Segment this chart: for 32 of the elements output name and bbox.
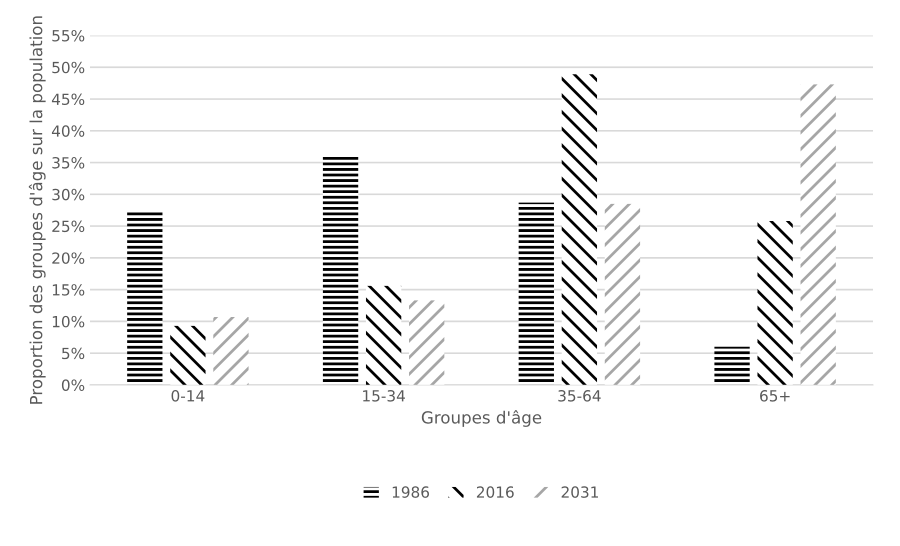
y-tick-label: 25%: [52, 220, 84, 232]
y-tick-label: 5%: [62, 348, 84, 360]
x-axis-title: Groupes d'âge: [422, 410, 542, 427]
y-tick-label: 30%: [52, 188, 84, 200]
y-tick-label: 10%: [52, 316, 84, 328]
y-tick-label: 0%: [62, 379, 84, 391]
legend-label: 2031: [562, 486, 598, 498]
y-tick-label: 40%: [52, 125, 84, 137]
x-tick-label: 35-64: [558, 390, 601, 402]
y-tick-label: 20%: [52, 252, 84, 264]
bar: [170, 326, 206, 385]
bar: [409, 300, 444, 385]
x-tick-label: 0-14: [172, 390, 204, 402]
bar: [757, 221, 793, 385]
y-tick-label: 15%: [52, 284, 84, 296]
bar: [800, 84, 836, 385]
y-tick-label: 50%: [52, 62, 84, 74]
bar: [322, 156, 358, 385]
y-tick-label: 45%: [52, 93, 84, 106]
y-axis-title: Proportion des groupes d'âge sur la population: [28, 16, 46, 404]
legend-label: 2016: [476, 486, 514, 498]
legend-label: 1986: [392, 486, 430, 498]
x-tick-label: 65+: [760, 390, 790, 402]
bar: [366, 286, 402, 385]
bar: [714, 346, 750, 385]
y-tick-label: 35%: [52, 157, 84, 169]
bar: [604, 204, 640, 385]
y-tick-label: 55%: [52, 30, 84, 42]
bar: [518, 202, 554, 385]
x-tick-label: 15-34: [363, 390, 405, 402]
bar: [562, 74, 598, 385]
bar: [213, 316, 249, 385]
